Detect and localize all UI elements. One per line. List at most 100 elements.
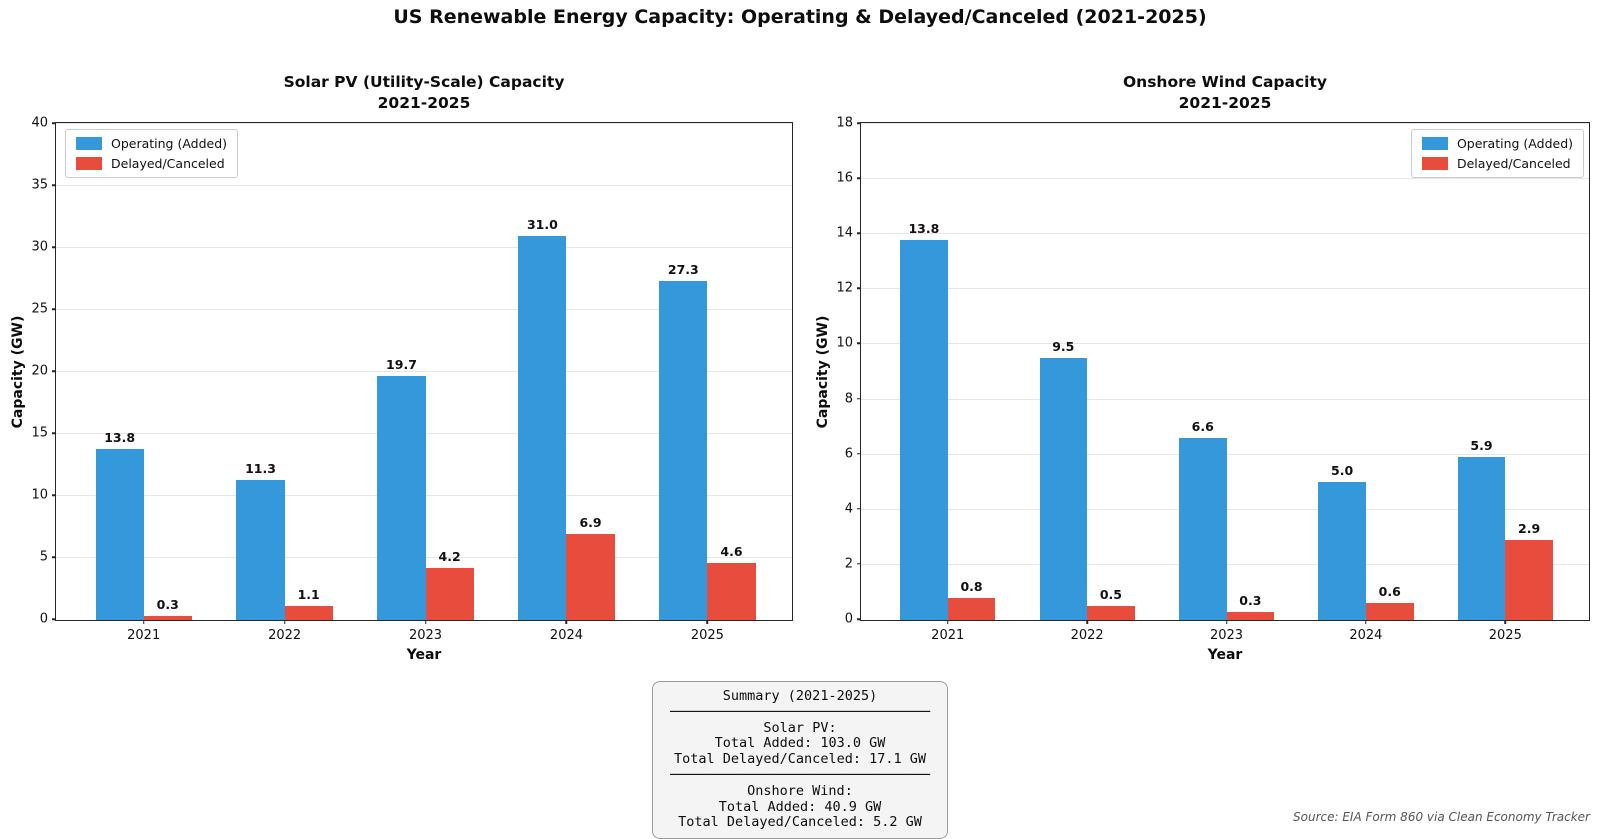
y-axis-label: Capacity (GW) bbox=[10, 315, 26, 428]
y-tick-label: 6 bbox=[844, 446, 853, 462]
bar-value-label: 0.6 bbox=[1378, 584, 1401, 600]
summary-wind-added: Total Added: 40.9 GW bbox=[718, 799, 882, 815]
x-tick-label: 2024 bbox=[1349, 628, 1383, 643]
delayed-swatch-icon bbox=[1421, 157, 1448, 170]
x-tick-label: 2022 bbox=[1070, 628, 1104, 643]
legend: Operating (Added) Delayed/Canceled bbox=[65, 129, 239, 178]
y-tick-label: 10 bbox=[836, 335, 853, 351]
summary-box: Summary (2021-2025) ────────────────────… bbox=[652, 681, 948, 839]
y-tick-label: 12 bbox=[836, 280, 853, 296]
y-tick-label: 14 bbox=[836, 225, 853, 241]
y-tick-label: 8 bbox=[844, 391, 853, 407]
bar-delayed bbox=[1365, 603, 1414, 620]
bar-delayed bbox=[1087, 606, 1135, 620]
bar-operating bbox=[518, 235, 567, 620]
y-tick-label: 16 bbox=[836, 170, 853, 186]
y-tick-mark bbox=[52, 122, 56, 124]
x-tick-mark bbox=[706, 620, 709, 624]
chart-title-line: 2021-2025 bbox=[377, 94, 471, 112]
x-tick-label: 2021 bbox=[127, 628, 161, 643]
gridline bbox=[56, 247, 792, 248]
gridline bbox=[56, 123, 792, 124]
bar-value-label: 6.9 bbox=[579, 515, 602, 531]
legend-item-delayed: Delayed/Canceled bbox=[76, 156, 227, 171]
x-tick-label: 2025 bbox=[1488, 628, 1522, 643]
bar-value-label: 0.5 bbox=[1099, 587, 1122, 603]
gridline bbox=[861, 343, 1589, 345]
gridline bbox=[861, 233, 1589, 235]
bar-value-label: 13.8 bbox=[104, 429, 136, 445]
y-tick-mark bbox=[52, 308, 56, 310]
bar-operating bbox=[1318, 482, 1366, 620]
gridline bbox=[861, 123, 1589, 124]
x-tick-label: 2023 bbox=[1209, 628, 1244, 643]
y-tick-label: 35 bbox=[31, 177, 48, 193]
y-axis-label: Capacity (GW) bbox=[815, 315, 831, 428]
figure-title: US Renewable Energy Capacity: Operating … bbox=[393, 6, 1207, 28]
operating-swatch-icon bbox=[76, 137, 102, 150]
x-tick-label: 2022 bbox=[268, 628, 302, 643]
legend-label: Operating (Added) bbox=[1456, 136, 1573, 151]
legend: Operating (Added) Delayed/Canceled bbox=[1410, 129, 1584, 178]
legend-label: Delayed/Canceled bbox=[1456, 156, 1571, 171]
bar-value-label: 19.7 bbox=[386, 356, 417, 372]
bar-value-label: 13.8 bbox=[908, 220, 940, 236]
x-tick-mark bbox=[1504, 620, 1507, 624]
gridline bbox=[56, 371, 792, 372]
y-tick-label: 18 bbox=[836, 115, 853, 131]
bar-value-label: 5.0 bbox=[1331, 463, 1354, 479]
summary-solar-heading: Solar PV: bbox=[763, 720, 837, 736]
y-tick-mark bbox=[857, 122, 861, 124]
legend-item-operating: Operating (Added) bbox=[1421, 136, 1573, 151]
summary-wind-delayed: Total Delayed/Canceled: 5.2 GW bbox=[678, 815, 922, 831]
bar-operating bbox=[1457, 457, 1506, 620]
bar-value-label: 1.1 bbox=[297, 587, 320, 603]
x-tick-label: 2023 bbox=[408, 628, 443, 643]
gridline bbox=[56, 309, 792, 310]
y-tick-mark bbox=[857, 452, 861, 455]
y-tick-label: 15 bbox=[31, 425, 48, 441]
legend-item-delayed: Delayed/Canceled bbox=[1421, 156, 1573, 171]
bar-operating bbox=[1178, 438, 1227, 620]
y-tick-label: 5 bbox=[39, 549, 48, 565]
y-tick-mark bbox=[857, 563, 861, 565]
x-tick-mark bbox=[1365, 620, 1367, 624]
y-tick-mark bbox=[857, 342, 861, 345]
bar-delayed bbox=[284, 606, 333, 620]
y-tick-label: 25 bbox=[31, 301, 48, 317]
chart-title-line: Solar PV (Utility-Scale) Capacity bbox=[283, 73, 565, 91]
plot-area: 0 5 10 15 20 25 30 35 40 2021 13.8 0.3 2022 11.3 1.1 20… bbox=[31, 116, 793, 643]
y-tick-label: 2 bbox=[844, 556, 853, 572]
bar-operating bbox=[236, 479, 285, 620]
legend-item-operating: Operating (Added) bbox=[76, 136, 227, 151]
source-note: Source: EIA Form 860 via Clean Economy T… bbox=[1293, 810, 1590, 824]
y-tick-label: 30 bbox=[31, 239, 48, 255]
bar-value-label: 9.5 bbox=[1052, 339, 1075, 355]
bar-value-label: 5.9 bbox=[1470, 438, 1493, 454]
x-tick-mark bbox=[283, 620, 286, 624]
x-tick-label: 2021 bbox=[931, 628, 965, 643]
x-tick-mark bbox=[142, 620, 145, 624]
x-axis-label: Year bbox=[1207, 647, 1243, 663]
y-tick-mark bbox=[52, 370, 56, 372]
x-tick-mark bbox=[424, 620, 427, 624]
bar-value-label: 0.3 bbox=[156, 597, 179, 613]
y-tick-label: 0 bbox=[39, 611, 48, 627]
bar-value-label: 27.3 bbox=[667, 262, 699, 278]
x-tick-mark bbox=[565, 620, 568, 624]
x-tick-label: 2024 bbox=[549, 628, 584, 643]
gridline bbox=[861, 178, 1589, 180]
plot-area: 0 2 4 6 8 10 12 14 16 18 2021 13.8 0.8 2022 9.5 0.5 2023… bbox=[836, 116, 1590, 643]
y-tick-label: 0 bbox=[844, 611, 853, 627]
summary-wind-heading: Onshore Wind: bbox=[747, 783, 853, 799]
y-tick-mark bbox=[857, 508, 861, 510]
y-tick-mark bbox=[52, 246, 56, 248]
chart-title: Solar PV (Utility-Scale) Capacity 2021-20… bbox=[55, 72, 793, 114]
bar-delayed bbox=[425, 567, 474, 620]
y-tick-mark bbox=[52, 184, 56, 186]
summary-solar-delayed: Total Delayed/Canceled: 17.1 GW bbox=[674, 752, 926, 768]
summary-separator: ──────────────────────────────── bbox=[669, 704, 931, 720]
x-axis-label: Year bbox=[406, 647, 442, 663]
bar-value-label: 2.9 bbox=[1518, 521, 1541, 537]
